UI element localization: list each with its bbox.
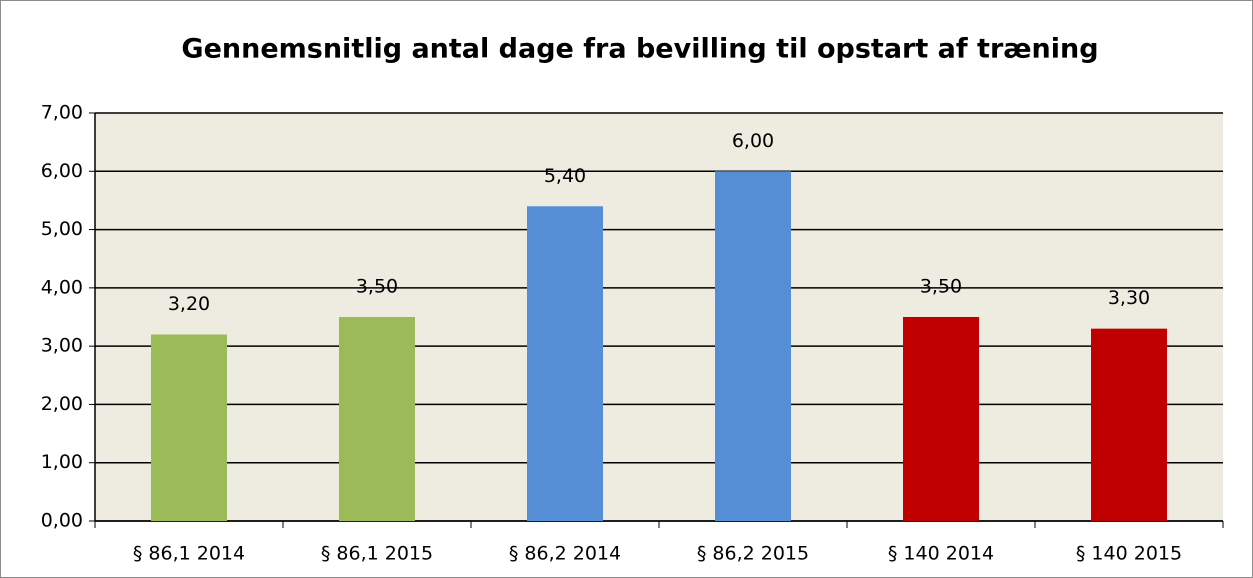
y-tick-label: 3,00 [41, 335, 83, 357]
x-tick-label: § 140 2014 [888, 543, 994, 565]
x-tick-label: § 86,2 2014 [509, 543, 621, 565]
y-tick-label: 2,00 [41, 393, 83, 415]
x-tick-label: § 86,2 2015 [697, 543, 809, 565]
data-label: 5,40 [544, 165, 586, 187]
data-label: 3,30 [1108, 287, 1150, 309]
y-tick-label: 4,00 [41, 276, 83, 298]
y-tick-label: 6,00 [41, 160, 83, 182]
data-label: 3,50 [920, 276, 962, 298]
bar [527, 206, 603, 521]
data-label: 3,20 [168, 293, 210, 315]
data-label: 3,50 [356, 276, 398, 298]
data-label: 6,00 [732, 130, 774, 152]
y-tick-label: 5,00 [41, 218, 83, 240]
x-tick-label: § 86,1 2014 [133, 543, 245, 565]
bar [151, 334, 227, 521]
bar [715, 171, 791, 522]
y-tick-label: 0,00 [41, 510, 83, 532]
plot-area [95, 113, 1223, 521]
x-tick-label: § 140 2015 [1076, 543, 1182, 565]
x-tick-label: § 86,1 2015 [321, 543, 433, 565]
bar [339, 317, 415, 521]
chart-title: Gennemsnitlig antal dage fra bevilling t… [181, 34, 1098, 65]
bar [1091, 328, 1167, 521]
bar [903, 317, 979, 521]
y-tick-label: 7,00 [41, 102, 83, 124]
y-tick-label: 1,00 [41, 451, 83, 473]
